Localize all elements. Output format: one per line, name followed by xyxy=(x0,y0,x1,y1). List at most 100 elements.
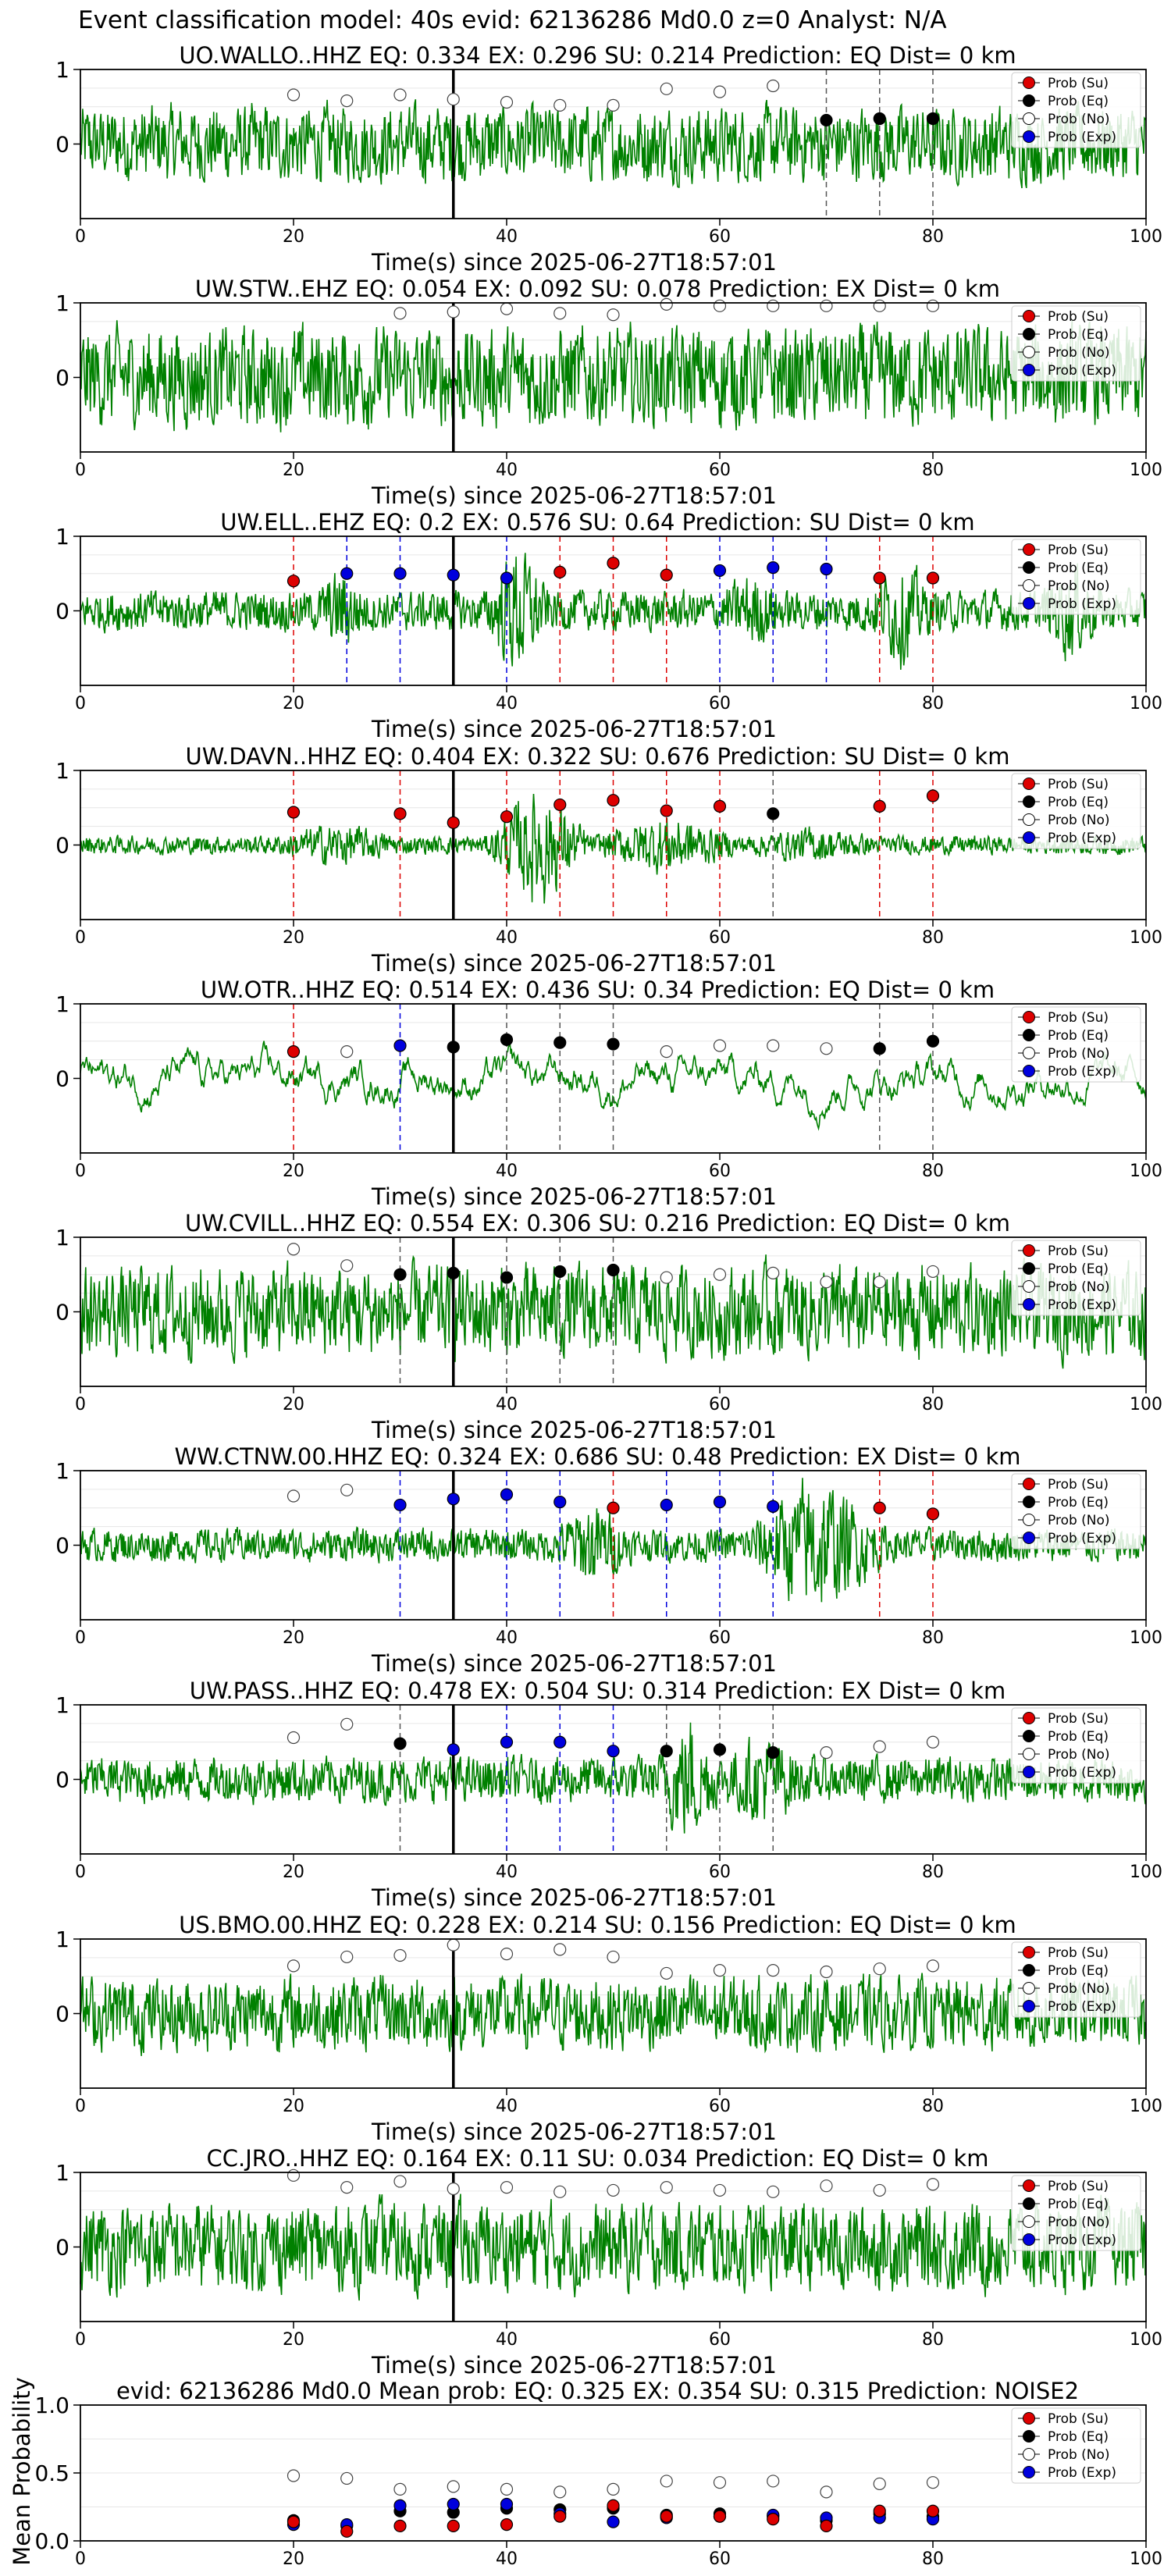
station-panel-8-xtick-label-2: 40 xyxy=(496,1863,518,1882)
station-panel-3-prob-marker-9 xyxy=(767,561,780,575)
station-panel-2-xlabel: Time(s) since 2025-06-27T18:57:01 xyxy=(371,482,777,509)
station-panel-5-xtick-label-1: 20 xyxy=(283,1162,304,1181)
station-panel-3-xtick-label-2: 40 xyxy=(496,694,518,713)
station-panel-9-prob-marker-3 xyxy=(447,1938,460,1952)
station-panel-7-prob-marker-10 xyxy=(873,1501,886,1514)
station-panel-8-legend-marker-no xyxy=(1023,1748,1035,1760)
station-panel-6-legend-box xyxy=(1011,1240,1141,1316)
station-panel-9-waveform xyxy=(80,1973,1147,2056)
station-panel-1-xtick-label-1: 20 xyxy=(283,227,304,247)
station-panel-4-legend-label-no: Prob (No) xyxy=(1048,813,1110,828)
station-panel-3-xtick-label-0: 0 xyxy=(75,694,86,713)
station-panel-10-prob-marker-12 xyxy=(926,2178,940,2191)
station-panel-1-xlabel: Time(s) since 2025-06-27T18:57:01 xyxy=(371,249,777,276)
mean-panel-marker-exp-2 xyxy=(393,2499,407,2512)
station-panel-8-legend-box xyxy=(1011,1707,1141,1784)
station-panel-3-legend-box xyxy=(1011,539,1141,615)
station-panel-5-legend-label-no: Prob (No) xyxy=(1048,1046,1110,1062)
station-panel-10-legend-marker-exp xyxy=(1023,2233,1035,2246)
station-panel-10-prob-marker-6 xyxy=(607,2183,620,2197)
station-panel-6-legend-label-su: Prob (Su) xyxy=(1048,1244,1109,1259)
station-panel-5-xtick-label-0: 0 xyxy=(75,1162,86,1181)
station-panel-4-prob-marker-2 xyxy=(447,816,460,829)
station-panel-3-legend-marker-su xyxy=(1023,543,1035,556)
station-panel-9-legend-label-su: Prob (Su) xyxy=(1048,1945,1109,1961)
station-panel-6-prob-marker-0 xyxy=(287,1243,301,1256)
station-panel-8-xtick-label-5: 100 xyxy=(1130,1863,1162,1882)
station-panel-10-prob-marker-8 xyxy=(713,2183,727,2197)
station-panel-7-xtick-label-4: 80 xyxy=(922,1628,944,1648)
station-panel-1-prob-marker-12 xyxy=(926,112,940,126)
station-panel-1-xtick-label-5: 100 xyxy=(1130,227,1162,247)
station-panel-3-xlabel: Time(s) since 2025-06-27T18:57:01 xyxy=(371,716,777,742)
mean-panel-marker-su-4 xyxy=(500,2518,514,2532)
station-panel-8-legend-label-eq: Prob (Eq) xyxy=(1048,1729,1109,1745)
station-panel-6-xtick-label-4: 80 xyxy=(922,1395,944,1414)
mean-panel-legend-marker-eq xyxy=(1023,2430,1035,2443)
station-panel-10-ytick-label-1: 0 xyxy=(55,2235,69,2261)
mean-panel-marker-su-10 xyxy=(820,2519,833,2532)
mean-panel-xtick-label-4: 80 xyxy=(922,2549,944,2569)
station-panel-8-prob-marker-2 xyxy=(393,1737,407,1750)
station-panel-5-prob-marker-3 xyxy=(447,1041,460,1054)
station-panel-8-prob-marker-8 xyxy=(713,1743,727,1756)
station-panel-5-legend-label-exp: Prob (Exp) xyxy=(1048,1064,1116,1080)
station-panel-2-prob-marker-2 xyxy=(500,302,514,315)
station-panel-9-legend-label-exp: Prob (Exp) xyxy=(1048,1999,1116,2015)
station-panel-7-xtick-label-0: 0 xyxy=(75,1628,86,1648)
station-panel-6-prob-marker-2 xyxy=(393,1268,407,1281)
station-panel-7-prob-marker-11 xyxy=(926,1507,940,1521)
station-panel-10-waveform xyxy=(80,2194,1147,2301)
station-panel-2-prob-marker-8 xyxy=(820,299,833,312)
station-panel-5-prob-marker-9 xyxy=(767,1039,780,1052)
station-panel-2-ytick-label-1: 0 xyxy=(55,365,69,391)
station-panel-7-prob-marker-0 xyxy=(287,1489,301,1503)
station-panel-5-prob-marker-11 xyxy=(873,1042,886,1055)
station-panel-3-prob-marker-1 xyxy=(340,567,354,580)
station-panel-9: US.BMO.00.HHZ EQ: 0.228 EX: 0.214 SU: 0.… xyxy=(55,1912,1162,2145)
station-panel-2-prob-marker-10 xyxy=(926,299,940,312)
mean-panel-xtick-label-3: 60 xyxy=(709,2549,731,2569)
mean-panel-marker-exp-6 xyxy=(607,2515,620,2528)
station-panel-6-xtick-label-2: 40 xyxy=(496,1395,518,1414)
station-panel-10-prob-marker-3 xyxy=(447,2182,460,2196)
station-panel-4-waveform xyxy=(80,793,1147,904)
station-panel-6-xtick-label-5: 100 xyxy=(1130,1395,1162,1414)
mean-panel-marker-su-6 xyxy=(607,2499,620,2512)
station-panel-4-prob-marker-0 xyxy=(287,806,301,819)
mean-panel-marker-no-2 xyxy=(393,2482,407,2496)
station-panel-3-xtick-label-4: 80 xyxy=(922,694,944,713)
station-panel-6-prob-marker-6 xyxy=(607,1263,620,1277)
station-panel-6-prob-marker-3 xyxy=(447,1266,460,1279)
mean-panel-marker-no-11 xyxy=(873,2477,886,2491)
station-panel-9-prob-marker-7 xyxy=(660,1966,673,1980)
station-panel-9-xtick-label-1: 20 xyxy=(283,2097,304,2116)
station-panel-7-xtick-label-5: 100 xyxy=(1130,1628,1162,1648)
station-panel-10-legend-marker-no xyxy=(1023,2215,1035,2228)
station-panel-6-xtick-label-0: 0 xyxy=(75,1395,86,1414)
station-panel-10-prob-marker-7 xyxy=(660,2181,673,2194)
station-panel-9-legend-marker-no xyxy=(1023,1982,1035,1994)
station-panel-10-prob-marker-9 xyxy=(767,2185,780,2198)
station-panel-9-xtick-label-4: 80 xyxy=(922,2097,944,2116)
station-panel-7-legend-marker-su xyxy=(1023,1478,1035,1490)
station-panel-1-xtick-label-0: 0 xyxy=(75,227,86,247)
station-panel-8-xlabel: Time(s) since 2025-06-27T18:57:01 xyxy=(371,1884,777,1911)
station-panel-10-legend-marker-su xyxy=(1023,2179,1035,2192)
station-panel-3-legend-label-no: Prob (No) xyxy=(1048,578,1110,594)
station-panel-4-prob-marker-8 xyxy=(767,807,780,820)
station-panel-7-legend-label-su: Prob (Su) xyxy=(1048,1477,1109,1493)
mean-panel-marker-no-5 xyxy=(553,2485,567,2499)
station-panel-8-prob-marker-3 xyxy=(447,1743,460,1756)
station-panel-1-ytick-label-1: 0 xyxy=(55,132,69,158)
station-panel-6-prob-marker-12 xyxy=(926,1265,940,1279)
station-panel-10: CC.JRO..HHZ EQ: 0.164 EX: 0.11 SU: 0.034… xyxy=(55,2145,1162,2379)
station-panel-4-ytick-label-1: 0 xyxy=(55,833,69,859)
station-panel-6-legend-label-eq: Prob (Eq) xyxy=(1048,1261,1109,1277)
station-panel-4-legend-marker-eq xyxy=(1023,795,1035,808)
station-panel-4-prob-marker-1 xyxy=(393,807,407,820)
station-panel-10-xtick-label-1: 20 xyxy=(283,2330,304,2350)
station-panel-8-prob-marker-5 xyxy=(553,1735,567,1749)
station-panel-2-legend-label-no: Prob (No) xyxy=(1048,345,1110,361)
